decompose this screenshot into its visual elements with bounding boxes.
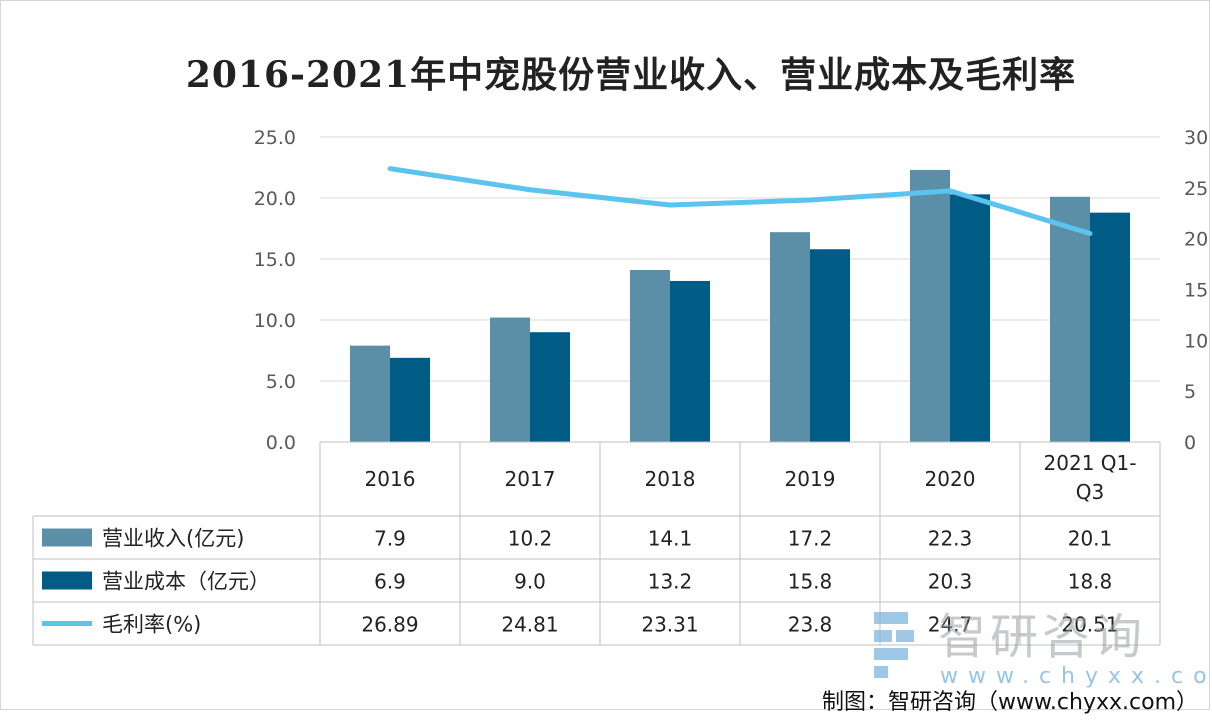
x-tick-label: 2019 [785, 467, 836, 491]
y2-tick-label: 5 [1184, 381, 1196, 403]
data-label: 22.3 [928, 527, 973, 551]
data-label: 15.8 [788, 570, 833, 594]
watermark-url: www.chyxx.com [940, 664, 1212, 689]
data-label: 9.0 [514, 570, 546, 594]
chart-title: 2016-2021年中宠股份营业收入、营业成本及毛利率 [185, 54, 1077, 96]
watermark-logo [874, 648, 908, 660]
data-label: 20.3 [928, 570, 973, 594]
credit-text: 制图：智研咨询（www.chyxx.com） [821, 690, 1198, 715]
x-tick-label: 2021 Q1- [1044, 451, 1137, 475]
legend-label: 营业成本（亿元） [102, 570, 270, 594]
bar [490, 317, 530, 442]
data-label: 17.2 [788, 527, 833, 551]
watermark-text: 智研咨询 [938, 609, 1146, 665]
y2-tick-label: 30 [1184, 127, 1208, 149]
legend-key [42, 528, 92, 547]
legend-label: 毛利率(%) [102, 613, 201, 637]
line-series [387, 166, 1093, 236]
y2-tick-label: 0 [1184, 432, 1196, 454]
data-label: 20.51 [1061, 613, 1118, 637]
y-tick-label: 25.0 [254, 127, 296, 149]
bar [1090, 212, 1130, 442]
bar [770, 232, 810, 442]
bar [910, 169, 950, 442]
x-tick-label: 2017 [505, 467, 556, 491]
data-label: 13.2 [648, 570, 693, 594]
watermark-logo [874, 666, 888, 678]
bar [950, 194, 990, 442]
y2-tick-label: 25 [1184, 178, 1208, 200]
data-label: 20.1 [1068, 527, 1113, 551]
data-label: 7.9 [374, 527, 406, 551]
x-tick-label: 2016 [365, 467, 416, 491]
y2-tick-label: 10 [1184, 330, 1208, 352]
bar [670, 280, 710, 442]
watermark-logo [874, 630, 892, 642]
data-label: 24.7 [928, 613, 973, 637]
bar [630, 269, 670, 442]
y2-tick-label: 15 [1184, 280, 1208, 302]
bar [810, 249, 850, 442]
bar [530, 332, 570, 442]
x-tick-label: Q3 [1076, 480, 1104, 504]
data-label: 23.8 [788, 613, 833, 637]
y-tick-label: 5.0 [266, 371, 296, 393]
data-label: 23.31 [641, 613, 698, 637]
data-label: 14.1 [648, 527, 693, 551]
y-tick-label: 15.0 [254, 249, 296, 271]
y-tick-label: 20.0 [254, 188, 296, 210]
data-label: 18.8 [1068, 570, 1113, 594]
data-label: 6.9 [374, 570, 406, 594]
watermark-logo [896, 630, 914, 642]
bar [390, 357, 430, 442]
y-tick-label: 0.0 [266, 432, 296, 454]
legend-key [42, 571, 92, 590]
y2-tick-label: 20 [1184, 229, 1208, 251]
x-tick-label: 2020 [925, 467, 976, 491]
data-label: 24.81 [501, 613, 558, 637]
x-tick-label: 2018 [645, 467, 696, 491]
y-tick-label: 10.0 [254, 310, 296, 332]
data-label: 26.89 [361, 613, 418, 637]
bar [350, 345, 390, 442]
watermark-logo [874, 612, 908, 624]
legend-label: 营业收入(亿元) [102, 527, 244, 551]
chart-frame [0, 0, 1210, 710]
data-label: 10.2 [508, 527, 553, 551]
bar [1050, 196, 1090, 442]
